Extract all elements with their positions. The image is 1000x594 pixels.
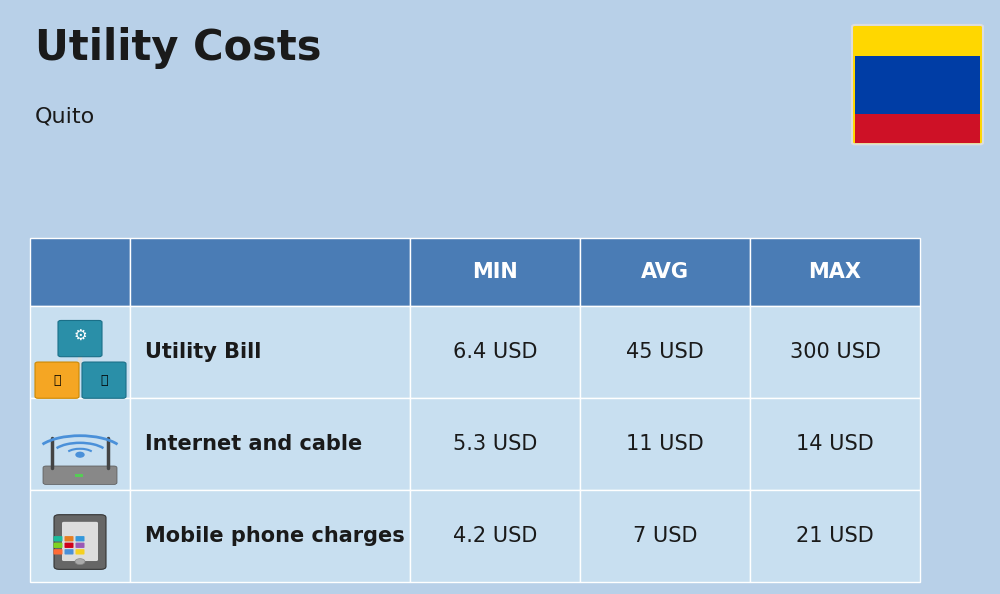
Bar	[410, 238, 580, 306]
FancyBboxPatch shape	[54, 514, 106, 569]
Bar	[855, 56, 980, 113]
Bar	[130, 238, 410, 306]
FancyBboxPatch shape	[64, 549, 74, 555]
Circle shape	[75, 558, 85, 564]
Text: 🚿: 🚿	[100, 374, 108, 387]
Bar	[750, 306, 920, 398]
Text: Utility Bill: Utility Bill	[145, 342, 261, 362]
Text: Internet and cable: Internet and cable	[145, 434, 362, 454]
Text: 6.4 USD: 6.4 USD	[453, 342, 537, 362]
Bar	[855, 113, 980, 143]
Bar	[750, 490, 920, 582]
FancyBboxPatch shape	[852, 25, 983, 144]
Bar	[30, 490, 130, 582]
Text: 7 USD: 7 USD	[633, 526, 697, 546]
Bar	[580, 306, 750, 398]
FancyBboxPatch shape	[64, 543, 74, 548]
Text: 21 USD: 21 USD	[796, 526, 874, 546]
Text: 4.2 USD: 4.2 USD	[453, 526, 537, 546]
FancyBboxPatch shape	[54, 543, 62, 548]
FancyBboxPatch shape	[43, 466, 117, 485]
FancyBboxPatch shape	[62, 522, 98, 561]
Bar	[130, 306, 410, 398]
Bar	[75, 474, 83, 476]
FancyBboxPatch shape	[54, 536, 62, 542]
Text: ⚙: ⚙	[73, 328, 87, 343]
Text: Utility Costs: Utility Costs	[35, 27, 322, 69]
Bar	[410, 490, 580, 582]
Bar	[750, 398, 920, 490]
Text: 🔌: 🔌	[53, 374, 61, 387]
FancyBboxPatch shape	[82, 362, 126, 399]
Bar	[750, 238, 920, 306]
Text: 300 USD: 300 USD	[790, 342, 881, 362]
Bar	[580, 238, 750, 306]
Text: 5.3 USD: 5.3 USD	[453, 434, 537, 454]
FancyBboxPatch shape	[76, 543, 84, 548]
Bar	[130, 490, 410, 582]
Text: Mobile phone charges: Mobile phone charges	[145, 526, 405, 546]
FancyBboxPatch shape	[76, 536, 84, 542]
FancyBboxPatch shape	[58, 321, 102, 356]
Text: 45 USD: 45 USD	[626, 342, 704, 362]
Text: Quito: Quito	[35, 107, 95, 127]
Bar	[30, 306, 130, 398]
Bar	[30, 398, 130, 490]
Text: AVG: AVG	[641, 262, 689, 282]
Circle shape	[76, 453, 84, 457]
FancyBboxPatch shape	[35, 362, 79, 399]
Text: MAX: MAX	[809, 262, 862, 282]
Bar	[580, 490, 750, 582]
Text: MIN: MIN	[472, 262, 518, 282]
Bar	[580, 398, 750, 490]
Text: 11 USD: 11 USD	[626, 434, 704, 454]
Text: 14 USD: 14 USD	[796, 434, 874, 454]
Bar	[30, 238, 130, 306]
Bar	[410, 398, 580, 490]
FancyBboxPatch shape	[54, 549, 62, 555]
Bar	[410, 306, 580, 398]
FancyBboxPatch shape	[64, 536, 74, 542]
FancyBboxPatch shape	[76, 549, 84, 555]
Bar	[130, 398, 410, 490]
